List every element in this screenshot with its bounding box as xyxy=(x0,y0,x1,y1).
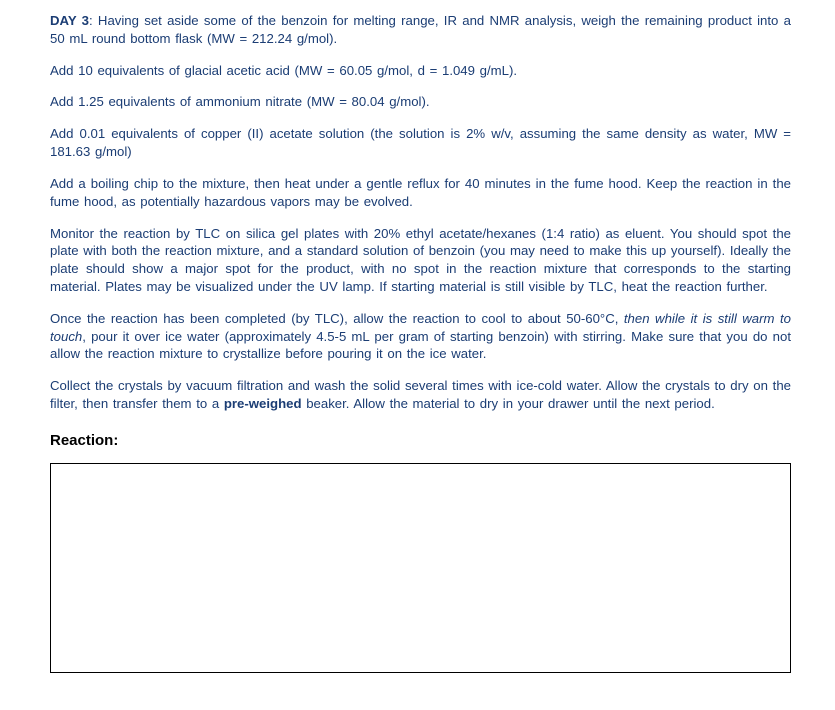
cool-text-a: Once the reaction has been completed (by… xyxy=(50,311,624,326)
collect-text-bold: pre-weighed xyxy=(224,396,302,411)
day3-intro-text: : Having set aside some of the benzoin f… xyxy=(50,13,791,46)
cooling-paragraph: Once the reaction has been completed (by… xyxy=(50,310,791,363)
boiling-chip-paragraph: Add a boiling chip to the mixture, then … xyxy=(50,175,791,211)
day3-label: DAY 3 xyxy=(50,13,89,28)
reaction-heading-colon: : xyxy=(113,432,118,449)
collect-paragraph: Collect the crystals by vacuum filtratio… xyxy=(50,377,791,413)
copper-acetate-paragraph: Add 0.01 equivalents of copper (II) acet… xyxy=(50,125,791,161)
tlc-paragraph: Monitor the reaction by TLC on silica ge… xyxy=(50,225,791,296)
reaction-heading-text: Reaction xyxy=(50,432,113,449)
cool-text-b: , pour it over ice water (approximately … xyxy=(50,329,791,362)
collect-text-b: beaker. Allow the material to dry in you… xyxy=(302,396,715,411)
acetic-acid-paragraph: Add 10 equivalents of glacial acetic aci… xyxy=(50,62,791,80)
reaction-heading: Reaction: xyxy=(50,431,791,451)
day3-intro-paragraph: DAY 3: Having set aside some of the benz… xyxy=(50,12,791,48)
ammonium-nitrate-paragraph: Add 1.25 equivalents of ammonium nitrate… xyxy=(50,93,791,111)
reaction-box xyxy=(50,463,791,673)
